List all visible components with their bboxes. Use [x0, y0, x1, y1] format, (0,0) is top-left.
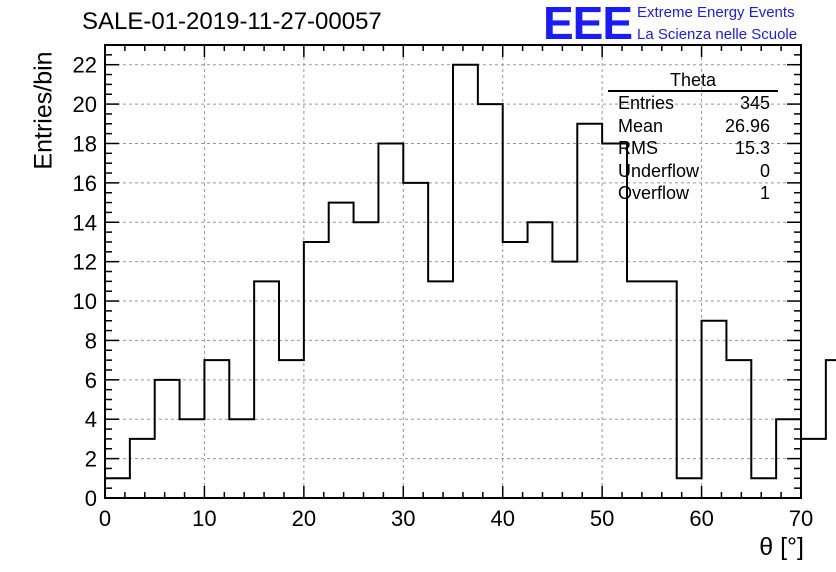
x-tick-label: 10 — [192, 506, 216, 531]
stats-value: 0 — [759, 160, 770, 181]
histogram-bin — [627, 281, 652, 498]
y-tick-label: 8 — [85, 328, 97, 353]
histogram-bin — [304, 242, 329, 498]
histogram-series — [104, 63, 836, 498]
eee-logo: EEE — [543, 0, 633, 49]
y-tick-label: 12 — [73, 250, 97, 275]
histogram-bin — [826, 360, 836, 498]
y-tick-label: 6 — [85, 368, 97, 393]
histogram-bin — [403, 183, 428, 498]
stats-value: 26.96 — [724, 115, 770, 136]
histogram-bin — [528, 222, 553, 498]
stats-value: 345 — [739, 93, 770, 113]
y-tick-label: 4 — [85, 407, 97, 432]
y-tick-label: 2 — [85, 447, 97, 472]
y-tick-label: 14 — [73, 210, 97, 235]
histogram-bin — [130, 439, 155, 498]
x-tick-label: 0 — [99, 506, 111, 531]
stats-label: RMS — [618, 138, 658, 159]
stats-row-underflow: Underflow 0 — [608, 160, 778, 183]
histogram-bin — [801, 439, 826, 498]
x-tick-label: 40 — [490, 506, 514, 531]
histogram-bin — [453, 65, 478, 498]
histogram-bin — [577, 124, 602, 498]
stats-label: Underflow — [618, 160, 700, 181]
stats-box: Theta Entries 345 Mean 26.96 RMS 15.3 Un… — [608, 70, 778, 205]
stats-row-entries: Entries 345 — [608, 92, 778, 115]
stats-row-overflow: Overflow 1 — [608, 182, 778, 205]
stats-label: Entries — [618, 93, 675, 113]
histogram-bin — [478, 104, 503, 498]
y-tick-label: 10 — [73, 289, 97, 314]
y-tick-label: 22 — [73, 53, 97, 78]
histogram-bin — [229, 419, 254, 498]
histogram-bin — [726, 360, 751, 498]
stats-row-mean: Mean 26.96 — [608, 115, 778, 138]
histogram-bin — [180, 419, 205, 498]
stats-label: Mean — [618, 115, 664, 136]
y-tick-label: 0 — [85, 486, 97, 511]
histogram-bin — [652, 281, 677, 498]
y-tick-label: 16 — [73, 171, 97, 196]
histogram-bin — [204, 360, 229, 498]
y-axis-label: Entries/bin — [29, 51, 58, 170]
x-tick-label: 50 — [590, 506, 614, 531]
histogram-bin — [378, 143, 403, 498]
stats-label: Overflow — [618, 183, 690, 204]
histogram-bin — [702, 321, 727, 498]
x-tick-label: 20 — [292, 506, 316, 531]
histogram-bin — [552, 262, 577, 498]
histogram-bin — [503, 242, 528, 498]
histogram-bin — [751, 478, 776, 498]
logo-subtitle-line1: Extreme Energy Events — [637, 4, 795, 21]
histogram-bin — [155, 380, 180, 498]
histogram-bin — [428, 281, 453, 498]
stats-value: 15.3 — [734, 138, 770, 159]
chart-title: SALE-01-2019-11-27-00057 — [82, 8, 382, 35]
x-tick-label: 60 — [689, 506, 713, 531]
histogram-bin — [677, 478, 702, 498]
stats-name: Theta — [608, 70, 778, 92]
histogram-bin — [279, 360, 304, 498]
histogram-bin — [354, 222, 379, 498]
logo-subtitle-line2: La Scienza nelle Scuole — [637, 26, 798, 43]
x-tick-label: 70 — [789, 506, 813, 531]
y-tick-label: 18 — [73, 131, 97, 156]
stats-value: 1 — [759, 183, 770, 204]
histogram-bin — [254, 281, 279, 498]
x-axis-label: θ [°] — [759, 533, 804, 561]
stats-row-rms: RMS 15.3 — [608, 137, 778, 160]
histogram-bin — [329, 203, 354, 498]
y-tick-label: 20 — [73, 92, 97, 117]
x-tick-label: 30 — [391, 506, 415, 531]
